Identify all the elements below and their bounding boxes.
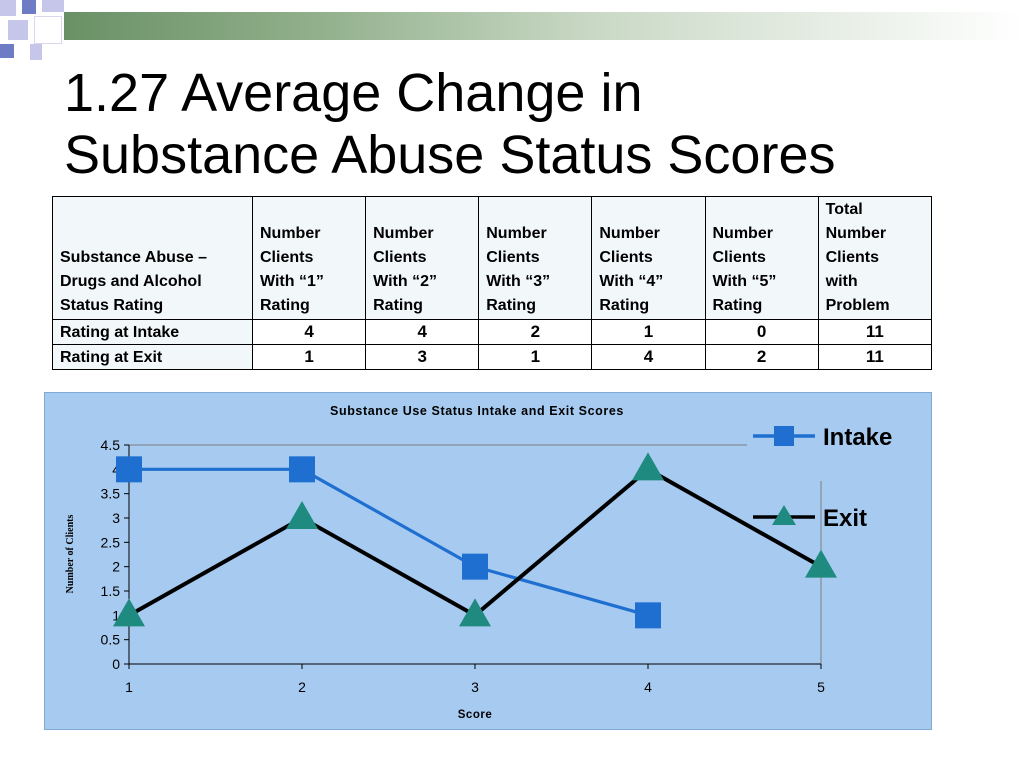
slide-title: 1.27 Average Change in Substance Abuse S… <box>64 62 1004 186</box>
y-tick-label: 2 <box>112 559 120 575</box>
table-cell: 3 <box>365 344 480 370</box>
y-tick-label: 3 <box>112 510 120 526</box>
table-cell: 4 <box>591 344 706 370</box>
y-tick-label: 1 <box>112 607 120 623</box>
chart-title: Substance Use Status Intake and Exit Sco… <box>330 404 624 418</box>
table-row: Rating at Intake 4 4 2 1 0 11 <box>52 319 933 345</box>
data-point-exit <box>286 501 318 529</box>
y-tick-label: 3.5 <box>101 486 121 502</box>
line-chart: Substance Use Status Intake and Exit Sco… <box>44 392 932 730</box>
corner-square <box>34 16 62 44</box>
table-cell: 4 <box>365 319 480 345</box>
table-cell: 1 <box>251 344 367 370</box>
title-bar-gradient <box>64 12 1024 40</box>
y-tick-label: 2.5 <box>101 534 121 550</box>
table-header-cell: Substance Abuse – Drugs and Alcohol Stat… <box>52 196 253 320</box>
x-tick-label: 2 <box>298 679 306 695</box>
x-axis-label: Score <box>458 709 492 721</box>
x-tick-label: 1 <box>125 679 133 695</box>
data-point-intake <box>289 456 315 483</box>
table-cell: 11 <box>817 319 933 345</box>
table-cell: 11 <box>817 344 933 370</box>
legend-label: Exit <box>823 505 867 532</box>
legend-marker <box>772 505 796 525</box>
table-cell: 1 <box>591 319 706 345</box>
table-cell: 4 <box>251 319 367 345</box>
data-point-intake <box>462 553 488 580</box>
table-header-cell: Total Number Clients with Problem <box>817 196 933 320</box>
y-axis-label: Number of Clients <box>65 515 76 594</box>
table-cell: 0 <box>704 319 819 345</box>
table-header-cell: Number Clients With “5” Rating <box>704 196 819 320</box>
status-table: Substance Abuse – Drugs and Alcohol Stat… <box>52 196 933 370</box>
corner-square <box>8 20 28 40</box>
data-point-intake <box>116 456 142 483</box>
legend-label: Intake <box>823 424 892 451</box>
data-point-exit <box>805 549 837 578</box>
x-tick-label: 5 <box>817 679 825 695</box>
corner-square <box>42 0 64 12</box>
series-line-intake <box>129 467 649 617</box>
slide-title-line1: 1.27 Average Change in <box>64 63 643 123</box>
series-line-exit <box>128 466 822 618</box>
table-header-cell: Number Clients With “3” Rating <box>478 196 593 320</box>
chart-canvas: Substance Use Status Intake and Exit Sco… <box>65 404 892 721</box>
table-cell: 2 <box>704 344 819 370</box>
row-label: Rating at Intake <box>52 319 253 345</box>
table-header-row: Substance Abuse – Drugs and Alcohol Stat… <box>52 196 933 320</box>
x-tick-label: 3 <box>471 679 479 695</box>
row-label: Rating at Exit <box>52 344 253 370</box>
y-tick-label: 4.5 <box>101 437 121 453</box>
legend-marker <box>774 426 794 446</box>
slide-decoration <box>0 0 1024 60</box>
table-row: Rating at Exit 1 3 1 4 2 11 <box>52 344 933 370</box>
corner-square <box>0 44 14 58</box>
data-point-exit <box>113 598 145 627</box>
data-point-intake <box>635 602 661 629</box>
table-header-cell: Number Clients With “1” Rating <box>251 196 367 320</box>
corner-square <box>30 44 42 60</box>
x-tick-label: 4 <box>644 679 652 695</box>
data-point-exit <box>632 452 664 481</box>
corner-square <box>0 0 16 16</box>
corner-square <box>22 0 36 14</box>
y-tick-label: 1.5 <box>101 583 121 599</box>
table-header-cell: Number Clients With “4” Rating <box>591 196 706 320</box>
data-point-exit <box>459 598 491 627</box>
y-tick-label: 0 <box>112 656 120 672</box>
table-header-cell: Number Clients With “2” Rating <box>365 196 480 320</box>
slide-title-line2: Substance Abuse Status Scores <box>64 125 836 185</box>
table-cell: 1 <box>478 344 593 370</box>
y-tick-label: 0.5 <box>101 632 121 648</box>
table-cell: 2 <box>478 319 593 345</box>
